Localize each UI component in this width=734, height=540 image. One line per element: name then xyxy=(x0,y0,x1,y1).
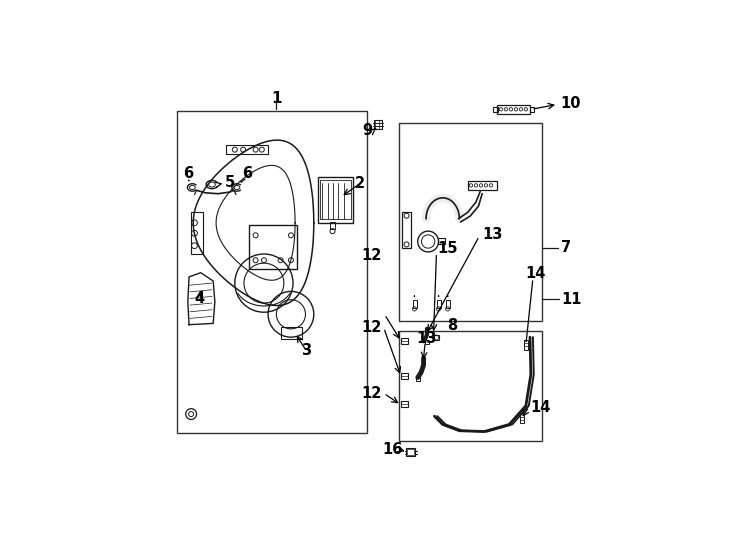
Bar xyxy=(399,123,542,321)
Bar xyxy=(227,145,268,154)
Bar xyxy=(530,107,534,112)
Circle shape xyxy=(479,184,483,187)
Bar xyxy=(524,340,528,349)
Text: 15: 15 xyxy=(437,241,458,256)
Text: 6: 6 xyxy=(183,166,193,181)
Bar xyxy=(406,448,415,456)
Bar xyxy=(407,449,415,455)
Bar xyxy=(250,225,297,268)
Text: 5: 5 xyxy=(225,174,235,190)
Bar xyxy=(191,212,203,254)
Text: 13: 13 xyxy=(482,227,503,242)
Text: 2: 2 xyxy=(355,176,366,191)
Text: 13: 13 xyxy=(417,331,437,346)
Circle shape xyxy=(490,184,493,187)
Bar xyxy=(413,300,416,308)
Bar xyxy=(399,331,542,441)
Text: 7: 7 xyxy=(562,240,571,255)
Bar xyxy=(402,212,411,248)
Text: 9: 9 xyxy=(362,124,372,138)
Bar xyxy=(401,401,408,407)
Bar xyxy=(374,120,382,129)
Bar xyxy=(437,238,446,245)
Text: 6: 6 xyxy=(242,166,252,181)
Bar xyxy=(416,377,421,381)
Bar xyxy=(330,222,335,229)
Text: 3: 3 xyxy=(301,343,311,359)
Text: 14: 14 xyxy=(525,266,545,281)
Text: 14: 14 xyxy=(530,400,550,415)
Text: 1: 1 xyxy=(271,91,282,105)
Bar xyxy=(178,111,366,433)
Text: 16: 16 xyxy=(382,442,403,457)
Bar xyxy=(318,177,353,223)
Bar xyxy=(434,335,438,340)
Bar xyxy=(520,413,524,423)
Text: 12: 12 xyxy=(362,386,382,401)
Circle shape xyxy=(469,184,473,187)
Bar xyxy=(468,181,497,190)
Bar xyxy=(401,339,408,344)
Text: 10: 10 xyxy=(560,96,581,111)
Bar xyxy=(497,105,530,114)
Bar xyxy=(437,300,440,308)
Bar xyxy=(320,180,352,219)
Bar xyxy=(493,107,498,112)
Bar xyxy=(401,373,408,379)
Circle shape xyxy=(484,184,487,187)
Text: 12: 12 xyxy=(362,320,382,335)
Text: 8: 8 xyxy=(447,319,457,333)
Text: 4: 4 xyxy=(194,291,204,306)
Bar xyxy=(446,300,450,308)
Text: 12: 12 xyxy=(362,248,382,263)
Bar xyxy=(280,327,302,339)
Circle shape xyxy=(474,184,478,187)
Bar xyxy=(425,341,429,344)
Text: 11: 11 xyxy=(562,292,582,307)
